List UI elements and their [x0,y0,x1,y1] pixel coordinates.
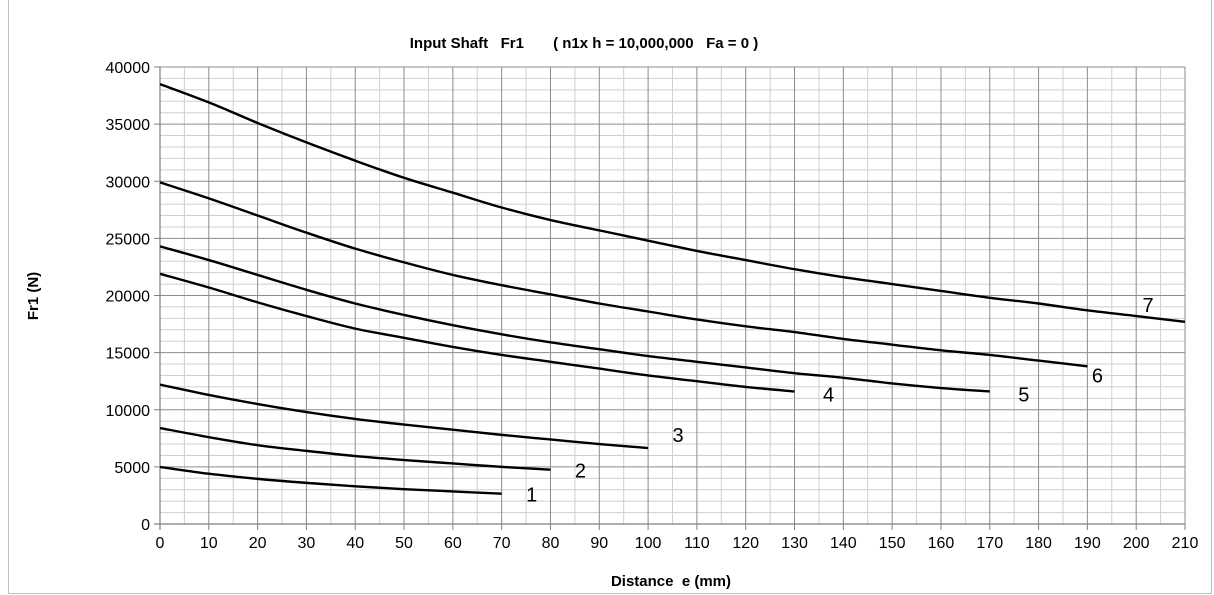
series-label-2: 2 [575,461,586,483]
y-axis-title: Fr1 (N) [25,272,42,320]
series-lines [159,83,1186,495]
x-tick-label: 30 [298,535,316,552]
series-label-1: 1 [526,485,537,507]
x-axis-title: Distance e (mm) [611,573,731,590]
line-chart: 0 10 20 30 40 50 60 70 80 90 100 110 120 130 140 150 160… [25,35,1199,590]
x-tick-label: 90 [590,535,608,552]
y-tick-label: 0 [141,517,150,534]
x-tick-label: 210 [1172,535,1199,552]
series-line-4 [159,272,795,393]
x-tick-label: 20 [249,535,267,552]
x-tick-label: 10 [200,535,218,552]
series-label-5: 5 [1018,384,1029,406]
x-tick-label: 0 [156,535,165,552]
series-line-6 [159,181,1088,368]
x-tick-label: 40 [346,535,364,552]
y-tick-label: 20000 [106,289,151,306]
y-tick-label: 35000 [106,117,151,134]
series-line-1 [159,465,502,495]
tick-labels: 0 10 20 30 40 50 60 70 80 90 100 110 120 130 140 150 160… [106,60,1199,552]
x-tick-label: 180 [1025,535,1052,552]
series-label-7: 7 [1142,295,1153,317]
x-tick-label: 100 [635,535,662,552]
x-tick-label: 70 [493,535,511,552]
series-label-4: 4 [823,384,834,406]
series-labels: 1 2 3 4 5 6 7 [526,295,1153,507]
y-tick-label: 40000 [106,60,151,77]
x-tick-label: 170 [976,535,1003,552]
y-tick-label: 10000 [106,403,151,420]
x-tick-label: 150 [879,535,906,552]
y-tick-label: 5000 [114,460,150,477]
y-tick-label: 25000 [106,231,151,248]
x-tick-label: 80 [542,535,560,552]
x-tick-label: 120 [732,535,759,552]
y-tick-label: 15000 [106,346,151,363]
x-tick-label: 190 [1074,535,1101,552]
x-tick-label: 130 [781,535,808,552]
series-line-7 [159,83,1186,323]
series-line-5 [159,245,990,393]
major-gridlines [159,66,1186,525]
x-tick-label: 60 [444,535,462,552]
series-line-2 [159,426,551,471]
series-label-3: 3 [673,425,684,447]
x-tick-label: 200 [1123,535,1150,552]
series-label-6: 6 [1092,365,1103,387]
axes [154,66,1186,530]
chart-title: Input Shaft Fr1 ( n1x h = 10,000,000 Fa … [410,35,758,52]
y-tick-label: 30000 [106,174,151,191]
series-line-3 [159,383,649,450]
chart-frame: 0 10 20 30 40 50 60 70 80 90 100 110 120 130 140 150 160… [8,0,1212,594]
x-tick-label: 50 [395,535,413,552]
x-tick-label: 140 [830,535,857,552]
x-tick-label: 160 [928,535,955,552]
x-tick-label: 110 [684,535,710,552]
